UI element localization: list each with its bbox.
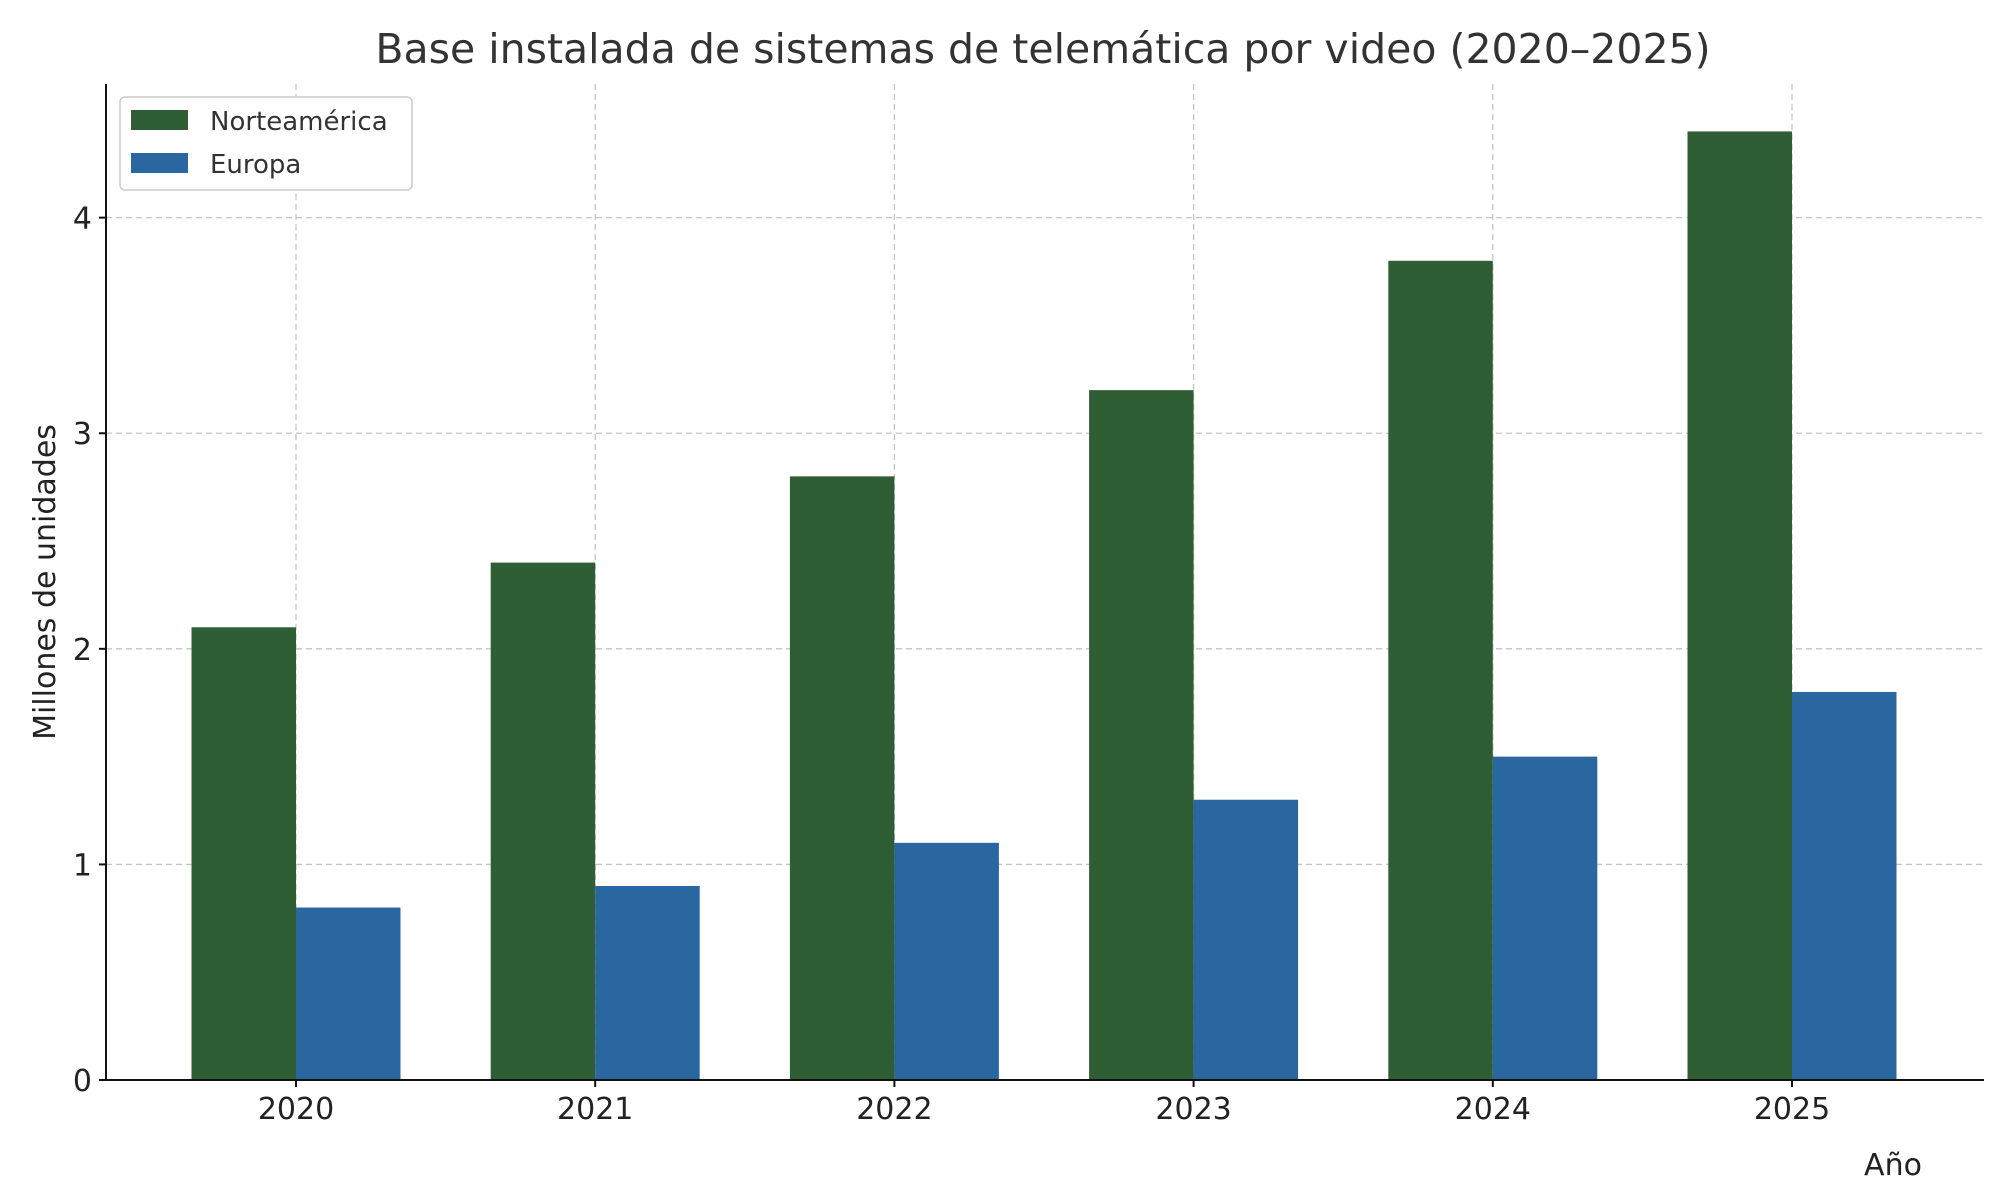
y-tick-label: 0 xyxy=(73,1064,92,1099)
x-tick-label: 2021 xyxy=(557,1092,633,1127)
y-tick-label: 3 xyxy=(73,417,92,452)
x-tick-label: 2022 xyxy=(856,1092,932,1127)
x-tick-label: 2025 xyxy=(1754,1092,1830,1127)
chart-title: Base instalada de sistemas de telemática… xyxy=(375,25,1710,73)
bar-europa-2023 xyxy=(1193,799,1299,1080)
y-tick-label: 1 xyxy=(73,848,92,883)
x-tick-label: 2024 xyxy=(1455,1092,1531,1127)
bar-norteamerica-2024 xyxy=(1388,260,1493,1080)
x-axis-label: Año xyxy=(1864,1148,1922,1183)
legend-swatch-europa xyxy=(131,153,188,173)
ticks: 0 1 2 3 4 2020 2021 2022 2023 2024 2025 xyxy=(73,202,1830,1127)
bar-norteamerica-2025 xyxy=(1687,131,1792,1080)
bars xyxy=(191,131,1897,1080)
x-tick-label: 2020 xyxy=(258,1092,334,1127)
legend-swatch-norteamerica xyxy=(131,110,188,130)
bar-europa-2025 xyxy=(1792,691,1897,1080)
bar-europa-2024 xyxy=(1492,756,1598,1080)
y-tick-label: 2 xyxy=(73,633,92,668)
bar-europa-2020 xyxy=(296,907,401,1080)
bar-norteamerica-2021 xyxy=(490,562,596,1080)
legend-label-europa: Europa xyxy=(210,150,301,180)
bar-norteamerica-2020 xyxy=(191,627,296,1080)
bar-norteamerica-2022 xyxy=(789,476,895,1080)
axes xyxy=(105,84,1984,1081)
bar-europa-2021 xyxy=(595,885,700,1080)
bar-europa-2022 xyxy=(894,842,999,1080)
legend-label-norteamerica: Norteamérica xyxy=(210,107,388,137)
bar-norteamerica-2023 xyxy=(1089,390,1194,1080)
y-axis-label: Millones de unidades xyxy=(28,424,63,740)
x-tick-label: 2023 xyxy=(1155,1092,1231,1127)
y-tick-label: 4 xyxy=(73,202,92,237)
legend: Norteamérica Europa xyxy=(119,96,413,191)
legend-box xyxy=(119,96,413,191)
